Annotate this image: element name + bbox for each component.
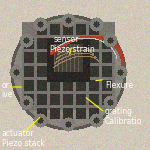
Text: ive: ive bbox=[2, 90, 13, 99]
Text: or: or bbox=[2, 81, 9, 90]
Text: sensor: sensor bbox=[54, 34, 79, 43]
Text: Piezo stack: Piezo stack bbox=[2, 140, 45, 148]
Text: Calibratio: Calibratio bbox=[105, 117, 142, 126]
Text: Piezo strain: Piezo strain bbox=[50, 45, 94, 54]
Text: grating: grating bbox=[105, 106, 133, 116]
Text: actuator: actuator bbox=[2, 129, 34, 138]
Text: Flexure: Flexure bbox=[105, 81, 133, 90]
